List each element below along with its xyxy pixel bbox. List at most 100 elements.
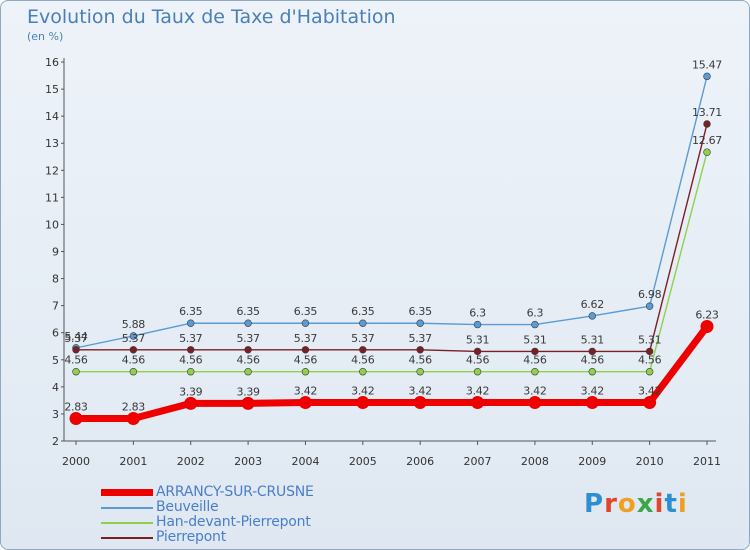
data-label: 5.44: [64, 330, 88, 343]
data-label: 3.39: [179, 385, 203, 398]
x-tick-label: 2003: [234, 455, 262, 468]
data-label: 3.42: [351, 385, 374, 398]
data-point: [187, 319, 195, 327]
y-tick-label: 10: [45, 218, 59, 231]
data-label: 4.56: [122, 354, 146, 367]
series-line-1: [75, 151, 708, 373]
data-label: 6.23: [695, 308, 719, 321]
data-label: 4.56: [466, 354, 490, 367]
x-tick-label: 2011: [693, 455, 721, 468]
data-label: 5.88: [122, 318, 146, 331]
brand-letter: x: [636, 489, 655, 519]
chart-unit: (en %): [27, 30, 64, 43]
data-point: [359, 367, 367, 376]
y-tick-label: 2: [52, 435, 59, 448]
data-label: 4.56: [638, 354, 662, 367]
data-point: [359, 346, 367, 354]
data-label: 6.35: [409, 305, 433, 318]
data-point: [588, 312, 596, 320]
data-label: 5.31: [581, 333, 604, 346]
y-tick-label: 15: [45, 83, 59, 96]
data-label: 6.3: [469, 307, 486, 320]
data-point: [187, 346, 195, 354]
x-tick-label: 2008: [521, 455, 549, 468]
x-tick-label: 2004: [291, 455, 319, 468]
data-point: [72, 346, 80, 354]
data-point: [531, 347, 539, 356]
data-point: [416, 367, 424, 376]
legend-swatch-arrancy: [101, 489, 153, 496]
data-point: [301, 319, 310, 327]
data-point: [531, 320, 539, 329]
data-label: 3.42: [294, 385, 317, 398]
y-tick-label: 16: [45, 56, 59, 69]
y-tick-label: 3: [52, 408, 59, 421]
y-tick-label: 12: [45, 164, 59, 177]
series-line-0: [75, 75, 708, 349]
legend-label: Han-devant-Pierrepont: [156, 514, 311, 530]
data-point: [129, 367, 138, 376]
data-label: 6.35: [294, 305, 318, 318]
data-point: [69, 412, 83, 426]
data-label: 4.56: [581, 354, 605, 367]
x-tick-label: 2009: [578, 455, 606, 468]
data-label: 3.42: [466, 385, 489, 398]
y-tick-label: 8: [52, 273, 59, 286]
legend-swatch-pierrepont: [101, 536, 153, 539]
data-point: [585, 396, 599, 410]
series-line-2: [75, 123, 708, 353]
data-point: [473, 347, 482, 356]
data-point: [298, 396, 312, 410]
data-point: [703, 120, 711, 128]
data-label: 15.47: [692, 58, 722, 71]
x-tick-label: 2005: [349, 455, 377, 468]
data-point: [703, 72, 711, 81]
brand-letter: P: [584, 489, 605, 519]
data-point: [528, 396, 542, 410]
data-label: 5.31: [638, 333, 661, 346]
x-tick-label: 2007: [464, 455, 492, 468]
chart-title: Evolution du Taux de Taxe d'Habitation: [27, 6, 396, 28]
data-point: [301, 346, 310, 354]
brand-letter: r: [604, 489, 618, 519]
data-point: [700, 319, 714, 333]
data-label: 13.71: [692, 106, 722, 119]
data-point: [645, 367, 654, 376]
y-tick-label: 13: [45, 137, 59, 150]
data-point: [241, 396, 255, 410]
data-point: [244, 367, 252, 376]
data-label: 4.56: [523, 354, 547, 367]
y-tick-label: 6: [52, 327, 59, 340]
data-label: 5.37: [294, 332, 318, 345]
data-point: [645, 347, 654, 356]
legend-label: ARRANCY-SUR-CRUSNE: [156, 484, 314, 500]
series-line-3: [72, 322, 711, 423]
brand-letter: i: [654, 489, 665, 519]
data-point: [643, 396, 657, 410]
data-point: [645, 302, 654, 310]
y-tick-label: 4: [52, 381, 59, 394]
brand-letter: t: [664, 489, 678, 519]
data-point: [359, 319, 367, 327]
data-label: 4.56: [236, 354, 260, 367]
data-label: 12.67: [692, 134, 722, 147]
brand-logo: Proxiti: [584, 489, 688, 519]
brand-letter: i: [677, 489, 688, 519]
data-label: 5.31: [466, 333, 489, 346]
data-label: 6.35: [179, 305, 203, 318]
y-tick-label: 14: [45, 110, 59, 123]
data-point: [129, 332, 138, 340]
data-label: 3.39: [236, 385, 260, 398]
legend-swatch-beuveille: [101, 506, 153, 509]
data-label: 4.56: [294, 354, 318, 367]
data-label: 6.35: [236, 305, 260, 318]
data-label: 5.37: [122, 332, 146, 345]
data-point: [244, 319, 252, 327]
data-point: [187, 367, 195, 376]
data-label: 5.37: [351, 332, 375, 345]
legend-swatch-han: [101, 521, 153, 524]
y-tick-label: 7: [52, 300, 59, 313]
data-label: 6.98: [638, 288, 662, 301]
data-label: 6.3: [527, 307, 544, 320]
brand-letter: o: [617, 489, 637, 519]
